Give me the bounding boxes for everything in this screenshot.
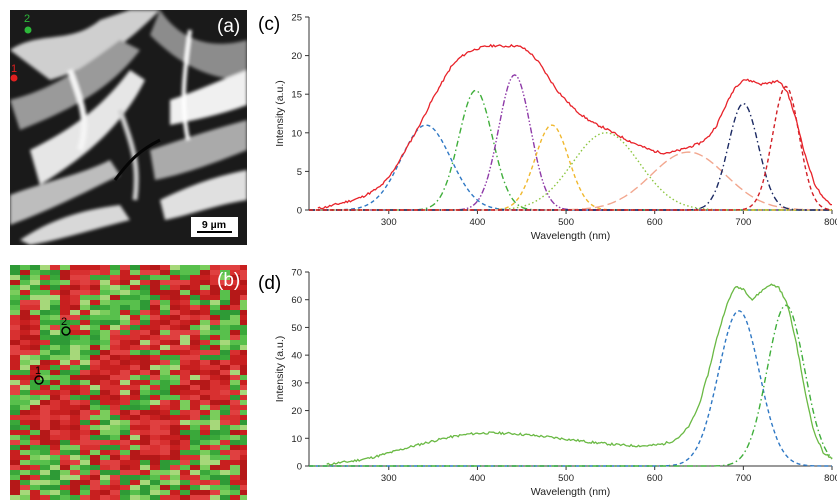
marker-point-2 [24,26,32,34]
y-tick-label: 0 [297,462,302,473]
fit-component-4 [309,124,832,211]
y-tick-label: 50 [291,323,302,334]
x-tick-label: 500 [558,473,574,484]
x-tick-label: 700 [735,473,751,484]
y-tick-label: 20 [291,406,302,417]
y-tick-label: 30 [291,378,302,389]
map-texture: 2 1 [10,265,247,500]
x-tick-label: 600 [647,217,663,228]
marker-label-2: 2 [24,13,30,25]
y-tick-label: 70 [291,268,302,279]
micrograph-texture: 2 1 9 µm [10,10,247,245]
x-axis-title: Wavelength (nm) [531,230,611,242]
y-tick-label: 5 [297,167,302,178]
map-marker-1 [34,375,44,385]
fit-component-2 [309,304,833,467]
y-axis-title: Intensity (a.u.) [274,80,286,147]
panel-label-b: (b) [217,270,241,291]
panel-label-c: (c) [258,14,281,35]
x-axis-title: Wavelength (nm) [531,486,611,498]
x-tick-label: 400 [469,217,485,228]
map-marker-2 [61,326,71,336]
y-tick-label: 15 [291,90,302,101]
map-marker-label-1: 1 [35,365,41,377]
measured-spectrum [317,43,832,210]
panel-label-d: (d) [258,273,282,294]
y-tick-label: 20 [291,51,302,62]
y-tick-label: 25 [291,13,302,24]
y-tick-label: 0 [297,206,302,217]
x-tick-label: 800 [824,473,837,484]
y-tick-label: 10 [291,434,302,445]
y-axis-title: Intensity (a.u.) [274,336,286,403]
fit-component-7 [309,102,832,211]
fit-component-6 [309,151,832,211]
x-tick-label: 300 [381,473,397,484]
fit-component-5 [309,132,832,211]
x-tick-label: 700 [735,217,751,228]
map-panel-b: 2 1 [10,265,247,500]
y-tick-label: 60 [291,295,302,306]
y-tick-label: 10 [291,128,302,139]
x-tick-label: 400 [469,473,485,484]
y-tick-label: 40 [291,351,302,362]
fit-component-3 [309,74,832,211]
x-tick-label: 500 [558,217,574,228]
marker-point-1 [10,74,18,82]
marker-label-1: 1 [11,63,17,75]
x-tick-label: 600 [647,473,663,484]
fit-component-2 [309,89,832,211]
scalebar-label: 9 µm [202,219,226,231]
map-marker-label-2: 2 [61,316,67,328]
micrograph-panel-a: 2 1 9 µm [10,10,247,245]
panel-label-a: (a) [217,16,241,37]
x-tick-label: 800 [824,217,837,228]
fit-component-8 [309,85,833,211]
fit-component-1 [309,124,832,211]
fit-component-1 [309,310,832,467]
measured-spectrum [326,283,833,466]
x-tick-label: 300 [381,217,397,228]
